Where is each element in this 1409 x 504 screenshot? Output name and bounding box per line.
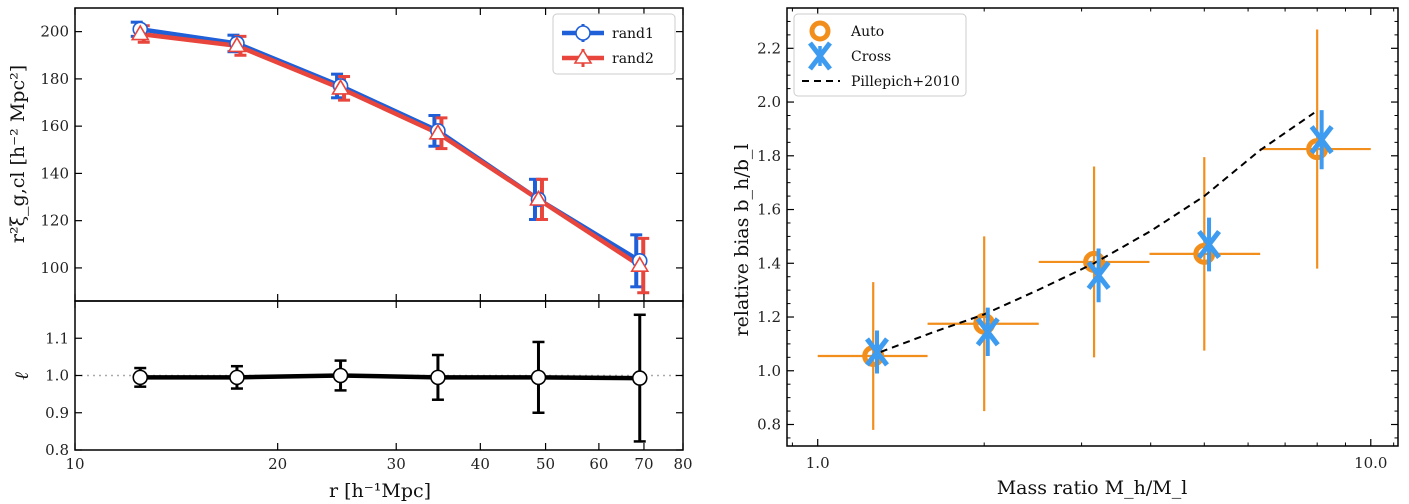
panel-top-left: 100 120 140 160 180 200 r²ξ_g,cl [h⁻² Mpc²] r… [7, 7, 684, 302]
tl-ytick-label-1: 120 [40, 212, 69, 230]
bl-x-axis-label: r [h⁻¹Mpc] [329, 480, 431, 502]
r-ytick-label-7: 2.2 [757, 39, 781, 57]
tl-marker-rand2-1 [227, 36, 247, 53]
legend-marker-cross [808, 41, 832, 71]
legend-label-pillepich: Pillepich+2010 [851, 74, 960, 90]
tl-marker-rand2-0 [130, 24, 150, 41]
r-legend: Auto Cross Pillepich+2010 [793, 13, 967, 97]
legend-label-rand2: rand2 [612, 51, 654, 67]
tl-ytick-label-0: 100 [40, 259, 69, 277]
auto-marker-4 [1306, 138, 1329, 161]
r-ytick-label-6: 2.0 [757, 93, 781, 111]
tl-legend: rand1 rand2 [552, 13, 676, 75]
legend-label-auto: Auto [850, 24, 884, 40]
tl-marker-rand2-4 [529, 189, 548, 206]
cross-marker-4 [1309, 125, 1334, 155]
r-legend-handle-cross [808, 41, 832, 71]
bl-ytick-label-3: 1.1 [45, 329, 69, 347]
cross-marker-2 [1086, 260, 1111, 290]
bl-xtick-label-1: 20 [268, 455, 287, 473]
r-ticks: 0.8 1.0 1.2 1.4 1.6 1.8 2.0 2.2 1.0 10.0 [757, 7, 1398, 472]
r-xtick-label-1: 10.0 [1354, 454, 1387, 472]
r-x-axis-label: Mass ratio M_h/M_l [997, 477, 1188, 499]
tl-ytick-label-4: 180 [40, 70, 69, 88]
tl-legend-handle-rand2 [562, 48, 604, 67]
panel-right: 0.8 1.0 1.2 1.4 1.6 1.8 2.0 2.2 1.0 10.0 relative… [731, 7, 1399, 499]
tl-y-axis-label: r²ξ_g,cl [h⁻² Mpc²] [7, 65, 29, 243]
bl-y-axis-label: ℓ [11, 372, 33, 380]
bl-marker-2 [332, 367, 349, 384]
bl-ticks: 0.8 0.9 1.0 1.1 10 20 30 40 50 60 70 80 [45, 301, 693, 473]
bl-xtick-label-5: 60 [589, 455, 608, 473]
tl-marker-rand2-2 [331, 78, 350, 95]
bl-xtick-label-0: 10 [65, 455, 84, 473]
r-legend-handle-auto [809, 20, 831, 42]
r-ytick-label-2: 1.2 [757, 308, 781, 326]
bl-ytick-label-0: 0.8 [45, 441, 69, 459]
legend-marker-rand1 [575, 25, 591, 41]
legend-marker-rand2 [573, 48, 593, 64]
bl-marker-1 [229, 369, 245, 386]
tl-series-layer [130, 20, 650, 295]
r-ytick-label-1: 1.0 [757, 362, 781, 380]
tl-marker-rand2-5 [630, 255, 650, 272]
legend-label-rand1: rand1 [612, 26, 654, 42]
bl-series-layer [132, 313, 648, 443]
cross-marker-0 [865, 337, 889, 367]
tl-ticks: 100 120 140 160 180 200 [40, 8, 684, 301]
r-xtick-label-0: 1.0 [806, 454, 830, 472]
r-ytick-label-0: 0.8 [757, 416, 781, 434]
pillepich-curve [880, 111, 1315, 353]
r-legend-box [793, 13, 967, 97]
bl-marker-5 [631, 370, 648, 386]
bl-xtick-label-2: 30 [387, 455, 406, 473]
tl-ytick-label-3: 160 [40, 117, 69, 135]
bl-marker-3 [430, 369, 446, 386]
bl-line [140, 373, 640, 381]
bl-ytick-label-1: 0.9 [45, 404, 69, 422]
r-ytick-label-3: 1.4 [757, 254, 781, 272]
cross-marker-3 [1197, 229, 1222, 259]
bl-xtick-label-6: 70 [634, 455, 653, 473]
r-ytick-label-5: 1.8 [757, 147, 781, 165]
tl-line-rand2 [139, 31, 641, 268]
r-series-layer [817, 29, 1371, 430]
bl-xtick-label-4: 50 [536, 455, 555, 473]
bl-xtick-label-7: 80 [673, 455, 692, 473]
r-ytick-label-4: 1.6 [757, 201, 781, 219]
tl-legend-handle-rand1 [562, 24, 604, 42]
legend-label-cross: Cross [851, 49, 891, 65]
tl-ytick-label-5: 200 [40, 23, 69, 41]
bl-ytick-label-2: 1.0 [45, 367, 69, 385]
tl-marker-rand2-3 [428, 123, 448, 140]
bl-xtick-label-3: 40 [471, 455, 490, 473]
auto-marker-3 [1193, 242, 1216, 265]
tl-ytick-label-2: 140 [40, 164, 69, 182]
bl-marker-4 [530, 369, 547, 386]
panel-bottom-left: 0.8 0.9 1.0 1.1 10 20 30 40 50 60 70 80 ℓ r [h⁻¹Mpc… [11, 300, 693, 502]
r-y-axis-label: relative bias b_h/b_l [731, 144, 753, 337]
legend-marker-auto [809, 20, 831, 42]
cross-marker-1 [975, 317, 1000, 347]
bl-marker-0 [132, 369, 149, 386]
r-plot-frame [786, 7, 1399, 447]
